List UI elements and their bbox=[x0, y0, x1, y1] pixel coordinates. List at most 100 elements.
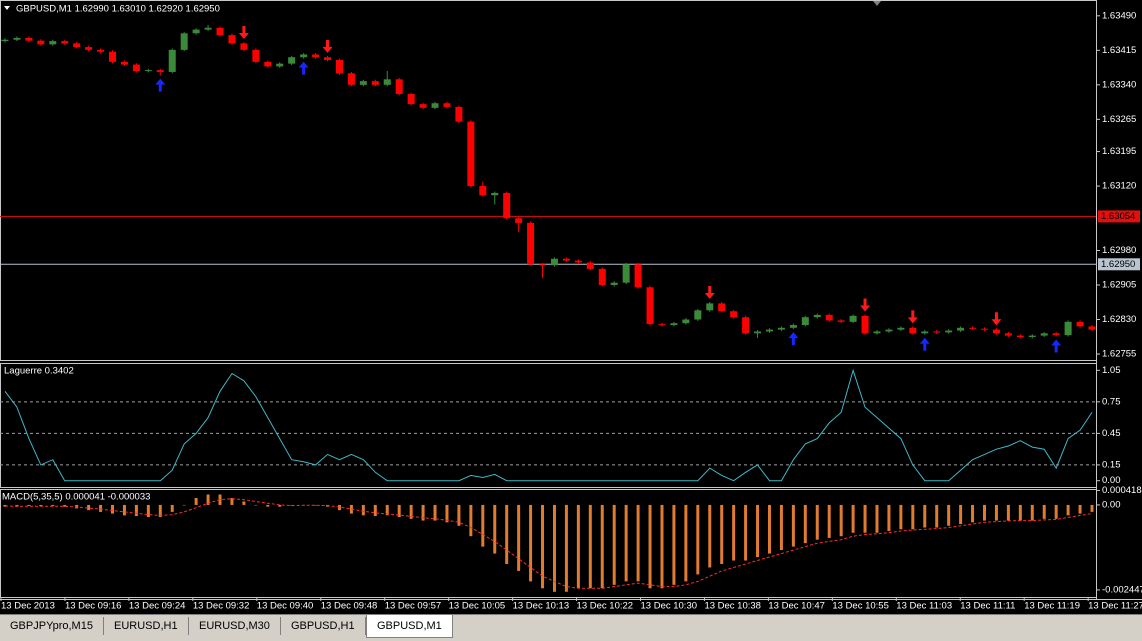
macd-bar bbox=[397, 504, 401, 518]
candle-body bbox=[885, 329, 893, 332]
macd-bar bbox=[469, 504, 473, 537]
chart-tab[interactable]: EURUSD,H1 bbox=[104, 617, 189, 635]
macd-bar bbox=[660, 504, 664, 589]
macd-bar bbox=[576, 504, 580, 589]
candle-body bbox=[586, 262, 594, 269]
main-panel-border bbox=[0, 0, 1097, 361]
macd-bar bbox=[421, 504, 425, 521]
macd-bar bbox=[947, 504, 951, 526]
macd-bar bbox=[170, 504, 174, 512]
chart-tab[interactable]: EURUSD,M30 bbox=[189, 617, 281, 635]
candle-body bbox=[610, 282, 618, 285]
candle-body bbox=[957, 327, 965, 331]
macd-bar bbox=[767, 504, 771, 554]
candle-body bbox=[1040, 333, 1048, 336]
macd-bar bbox=[51, 504, 55, 506]
candle-body bbox=[347, 73, 355, 85]
time-label: 13 Dec 09:32 bbox=[193, 601, 250, 612]
macd-bar bbox=[636, 504, 640, 582]
chart-tab[interactable]: GBPUSD,H1 bbox=[281, 617, 366, 635]
y-tick-label: 0.45 bbox=[1102, 428, 1121, 439]
candle-body bbox=[503, 192, 511, 219]
candle-body bbox=[467, 121, 475, 187]
candle-body bbox=[1016, 335, 1024, 337]
macd-bar bbox=[875, 504, 879, 533]
macd-bar bbox=[672, 504, 676, 585]
candle-body bbox=[634, 264, 642, 288]
candle-body bbox=[849, 315, 857, 322]
candle-body bbox=[646, 287, 654, 325]
y-tick-label: 0.75 bbox=[1102, 396, 1121, 407]
macd-bar bbox=[839, 504, 843, 537]
time-label: 13 Dec 09:16 bbox=[65, 601, 122, 612]
macd-bar bbox=[182, 504, 186, 506]
macd-bar bbox=[1042, 504, 1046, 519]
macd-bar bbox=[899, 504, 903, 530]
chart-tab[interactable]: GBPJPYpro,M15 bbox=[0, 617, 104, 635]
macd-bar bbox=[588, 504, 592, 589]
candle-body bbox=[395, 79, 403, 95]
price-label-box bbox=[1098, 210, 1140, 223]
y-tick-label: 1.63120 bbox=[1102, 181, 1136, 192]
candle-body bbox=[933, 331, 941, 333]
menu-arrow[interactable] bbox=[4, 6, 10, 10]
macd-bar bbox=[39, 504, 43, 507]
macd-bar bbox=[1066, 504, 1070, 516]
candle-body bbox=[622, 264, 630, 283]
macd-bar bbox=[158, 504, 162, 518]
macd-bar bbox=[194, 497, 198, 505]
macd-bar bbox=[827, 504, 831, 538]
time-label: 13 Dec 09:40 bbox=[257, 601, 314, 612]
macd-bar bbox=[1078, 504, 1082, 514]
candle-body bbox=[658, 324, 666, 326]
candle-body bbox=[407, 94, 415, 105]
candle-body bbox=[120, 61, 128, 65]
macd-bar bbox=[385, 504, 389, 516]
sell-arrow bbox=[322, 39, 333, 53]
candle-body bbox=[144, 70, 152, 72]
macd-bar bbox=[552, 504, 556, 592]
macd-bar bbox=[27, 504, 31, 506]
candle-body bbox=[718, 303, 726, 312]
chart-tab[interactable]: GBPUSD,M1 bbox=[366, 615, 453, 638]
macd-bar bbox=[732, 504, 736, 561]
candle-body bbox=[1088, 326, 1096, 330]
candle-body bbox=[180, 33, 188, 50]
buy-arrow bbox=[788, 332, 799, 346]
y-tick-label: 0.00 bbox=[1102, 475, 1121, 486]
candle-body bbox=[694, 310, 702, 320]
candle-body bbox=[969, 327, 977, 329]
candle-body bbox=[730, 311, 738, 318]
macd-bar bbox=[529, 504, 533, 582]
candle-body bbox=[204, 27, 212, 30]
shift-marker[interactable] bbox=[873, 1, 881, 6]
candle-body bbox=[240, 43, 248, 50]
macd-bar bbox=[242, 501, 246, 505]
candle-body bbox=[132, 64, 140, 72]
candle-body bbox=[921, 331, 929, 334]
macd-bar bbox=[409, 504, 413, 519]
candle-body bbox=[252, 49, 260, 62]
y-tick-label: 0.00 bbox=[1102, 499, 1121, 510]
laguerre-panel-border bbox=[0, 363, 1097, 488]
candle-body bbox=[73, 43, 81, 48]
price-label-box bbox=[1098, 258, 1140, 271]
candle-body bbox=[897, 327, 905, 330]
macd-bar bbox=[481, 504, 485, 547]
candle-body bbox=[980, 328, 988, 330]
candle-body bbox=[801, 317, 809, 326]
y-tick-label: 1.63265 bbox=[1102, 114, 1136, 125]
candle-body bbox=[574, 260, 582, 263]
y-tick-label: 1.62830 bbox=[1102, 314, 1136, 325]
time-label: 13 Dec 2013 bbox=[1, 601, 55, 612]
candle-body bbox=[777, 327, 785, 330]
candle-body bbox=[335, 59, 343, 74]
candle-body bbox=[443, 103, 451, 107]
candle-body bbox=[909, 327, 917, 334]
price-label: 1.62950 bbox=[1101, 259, 1135, 270]
macd-bar bbox=[684, 504, 688, 582]
candle-body bbox=[837, 320, 845, 322]
macd-bar bbox=[266, 504, 270, 507]
macd-bar bbox=[803, 504, 807, 544]
